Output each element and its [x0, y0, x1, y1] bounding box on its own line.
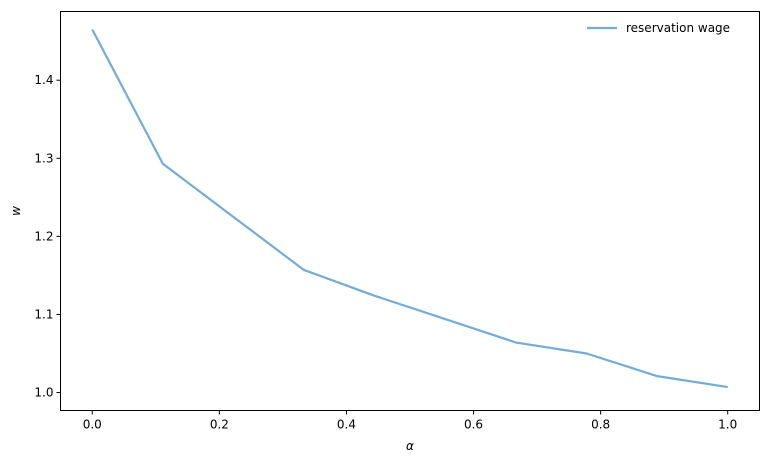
x-tick-label: 0.8	[591, 418, 610, 432]
plot-frame	[60, 11, 760, 411]
legend-label: reservation wage	[626, 21, 730, 35]
x-tick-label: 0.0	[83, 418, 102, 432]
x-tick-label: 0.6	[464, 418, 483, 432]
series-line-reservation-wage	[91, 28, 728, 389]
y-tick-label: 1.0	[34, 386, 53, 400]
y-tick-label: 1.4	[34, 73, 53, 87]
y-tick-label: 1.2	[34, 229, 53, 243]
x-tick-label: 1.0	[718, 418, 737, 432]
x-axis-label: α	[406, 439, 414, 453]
y-tick-label: 1.1	[34, 307, 53, 321]
x-tick-label: 0.4	[337, 418, 356, 432]
y-axis-label: w	[9, 206, 23, 216]
legend: reservation wage	[587, 21, 730, 35]
y-tick-label: 1.3	[34, 151, 53, 165]
x-tick-label: 0.2	[210, 418, 229, 432]
